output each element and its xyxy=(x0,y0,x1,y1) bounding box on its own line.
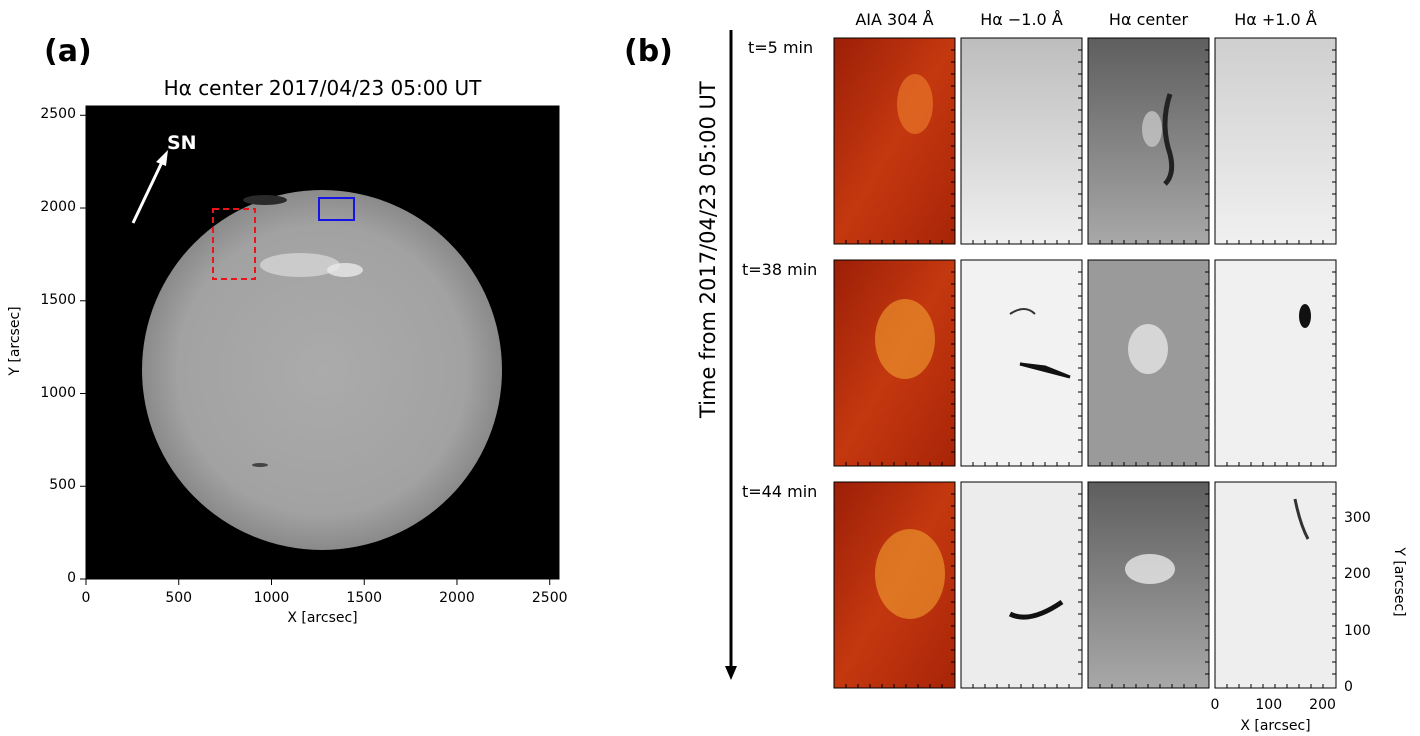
ha-plus-thread xyxy=(1293,498,1310,540)
panel-b-x-tick-label: 200 xyxy=(1309,697,1336,713)
blue-box xyxy=(318,197,355,221)
ha-minus-ejection xyxy=(1019,362,1071,379)
panel-b-y-tick-label: 100 xyxy=(1344,622,1371,639)
y-tick-label: 0 xyxy=(67,570,76,586)
time-axis-label: Time from 2017/04/23 05:00 UT xyxy=(696,81,720,418)
x-tick-label: 2500 xyxy=(531,590,568,606)
panel-b-xlabel: X [arcsec] xyxy=(1240,718,1311,734)
time-arrow xyxy=(725,30,737,680)
ha-center-brightening xyxy=(1125,554,1175,584)
panel-b-y-tick-label: 0 xyxy=(1344,679,1353,695)
ha-center-brightening xyxy=(1128,324,1168,374)
ha-center-brightening xyxy=(1142,111,1162,147)
ha-plus-image xyxy=(1214,481,1337,689)
panel-b-x-tick-label: 0 xyxy=(1210,697,1220,713)
full-disk-plot xyxy=(80,105,560,585)
x-ticks xyxy=(85,579,551,585)
x-tick-label: 1000 xyxy=(253,590,290,606)
y-tick-label: 2000 xyxy=(40,199,76,216)
sn-arrowhead xyxy=(156,150,168,166)
panel-b-y-tick-label: 200 xyxy=(1344,566,1371,583)
x-tick-label: 500 xyxy=(165,590,193,606)
plage-region xyxy=(260,253,340,277)
plage-region xyxy=(327,263,363,277)
ha-plus-image xyxy=(1214,37,1337,245)
y-tick-label: 500 xyxy=(49,477,76,494)
ha-center-image xyxy=(1087,481,1210,689)
aia-brightening xyxy=(897,74,933,134)
ha-minus-image xyxy=(960,37,1083,245)
dark-filament xyxy=(243,195,287,205)
panel-a-label: (a) xyxy=(44,34,92,69)
sn-arrow xyxy=(131,161,164,224)
row-t38 xyxy=(833,259,1337,467)
y-tick-label: 2500 xyxy=(40,106,76,123)
col-header-ha-minus: Hα −1.0 Å xyxy=(980,10,1063,29)
ha-minus-ejection xyxy=(1008,599,1064,620)
x-tick-label: 2000 xyxy=(439,590,475,606)
y-tick-label: 1500 xyxy=(40,291,76,308)
row-label-t38: t=38 min xyxy=(742,260,818,279)
image-grid xyxy=(833,37,1337,689)
axes-frame xyxy=(85,105,560,580)
x-tick-label: 0 xyxy=(81,590,91,606)
aia-brightening xyxy=(875,529,945,619)
panel-a-xlabel: X [arcsec] xyxy=(287,610,358,626)
row-label-t5: t=5 min xyxy=(748,38,814,57)
solar-disk xyxy=(142,190,502,550)
panel-a-title: Hα center 2017/04/23 05:00 UT xyxy=(163,76,482,100)
panel-a-ylabel: Y [arcsec] xyxy=(7,306,23,376)
y-tick-label: 1000 xyxy=(40,384,76,401)
aia-brightening xyxy=(875,299,935,379)
sn-label: SN xyxy=(167,132,197,154)
aia304-image xyxy=(833,37,956,245)
col-header-ha-center: Hα center xyxy=(1108,10,1189,29)
row-t44 xyxy=(833,481,1337,689)
row-t5 xyxy=(833,37,1337,245)
col-header-ha-plus: Hα +1.0 Å xyxy=(1234,10,1317,29)
dark-filament xyxy=(252,463,268,467)
col-header-aia304: AIA 304 Å xyxy=(855,10,934,29)
x-tick-label: 1500 xyxy=(346,590,383,606)
row-label-t44: t=44 min xyxy=(742,482,818,501)
panel-b-ylabel: Y [arcsec] xyxy=(1391,547,1407,617)
ha-plus-dark-feature xyxy=(1299,304,1311,328)
ha-plus-image xyxy=(1214,259,1337,467)
ha-minus-thread xyxy=(1009,308,1036,315)
panel-b-x-tick-label: 100 xyxy=(1255,697,1283,713)
ha-minus-image xyxy=(960,481,1083,689)
y-ticks xyxy=(80,114,86,580)
panel-b-y-tick-label: 300 xyxy=(1344,509,1371,526)
panel-b-label: (b) xyxy=(624,34,673,69)
ha-center-filament xyxy=(1162,93,1175,186)
red-dashed-box xyxy=(212,208,256,280)
